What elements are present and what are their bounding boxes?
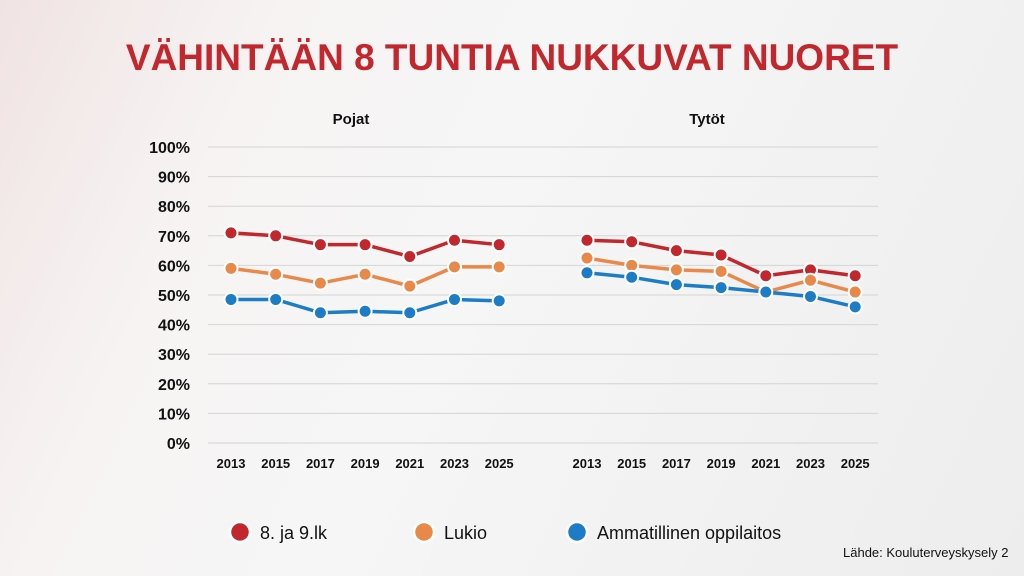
y-tick-label: 20% (158, 377, 190, 394)
data-point (268, 228, 284, 244)
x-tick-label: 2015 (617, 456, 646, 471)
source-note: Lähde: Kouluterveyskysely 2 (843, 545, 1008, 560)
data-point (491, 237, 507, 253)
data-point (357, 266, 373, 282)
y-tick-label: 10% (158, 406, 190, 423)
legend-marker (565, 520, 589, 544)
x-tick-label: 2017 (662, 456, 691, 471)
data-point (223, 291, 239, 307)
data-point (803, 288, 818, 304)
y-tick-label: 100% (149, 140, 190, 157)
data-point (402, 249, 418, 265)
y-tick-label: 90% (158, 170, 190, 187)
legend: 8. ja 9.lk Lukio Ammatillinen oppilaitos (228, 520, 781, 544)
data-point (847, 268, 863, 284)
data-point (758, 284, 774, 300)
series-lukio (223, 259, 507, 294)
panel-title: Pojat (333, 111, 370, 128)
data-point (447, 291, 462, 307)
data-point (447, 259, 462, 275)
legend-label: Ammatillinen oppilaitos (597, 523, 781, 543)
x-tick-label: 2025 (485, 456, 514, 471)
y-tick-label: 50% (158, 288, 190, 305)
data-point (847, 299, 863, 315)
data-point (668, 262, 684, 278)
x-tick-label: 2017 (306, 456, 335, 471)
data-point (668, 277, 684, 293)
data-point (491, 259, 507, 275)
chart-panels: Pojat 2013 2015 2017 2019 2021 2023 2025 Tytöt 20… (217, 111, 870, 471)
data-point (223, 225, 239, 241)
data-point (268, 266, 284, 282)
y-tick-label: 70% (158, 229, 190, 246)
series-ammatillinen-oppilaitos (223, 291, 507, 321)
y-tick-label: 60% (158, 258, 190, 275)
data-point (713, 280, 729, 296)
data-point (312, 305, 328, 321)
legend-label: 8. ja 9.lk (260, 523, 328, 543)
y-tick-label: 0% (167, 436, 190, 453)
legend-label: Lukio (444, 523, 487, 543)
y-tick-label: 40% (158, 318, 190, 335)
series-8-ja-9-lk (223, 225, 507, 265)
chart-title: VÄHINTÄÄN 8 TUNTIA NUKKUVAT NUORET (126, 37, 899, 78)
data-point (268, 291, 284, 307)
data-point (713, 247, 729, 263)
legend-item-lukio: Lukio (412, 520, 487, 544)
gridlines (208, 146, 878, 444)
data-point (758, 268, 774, 284)
x-tick-label: 2021 (751, 456, 780, 471)
data-point (668, 243, 684, 259)
x-tick-label: 2021 (395, 456, 424, 471)
panel-title: Tytöt (689, 111, 725, 128)
x-tick-label: 2019 (707, 456, 736, 471)
data-point (579, 232, 595, 248)
x-tick-label: 2015 (261, 456, 290, 471)
y-tick-label: 30% (158, 347, 190, 364)
data-point (402, 305, 418, 321)
data-point (357, 303, 373, 319)
legend-item-8-ja-9-lk: 8. ja 9.lk (228, 520, 328, 544)
data-point (579, 250, 595, 266)
x-tick-label: 2013 (217, 456, 246, 471)
legend-marker (412, 520, 436, 544)
panel-tyt-t: Tytöt 2013 2015 2017 2019 2021 2023 2025 (573, 111, 870, 471)
x-tick-label: 2019 (351, 456, 380, 471)
series-8-ja-9-lk (579, 232, 863, 284)
x-tick-label: 2023 (796, 456, 825, 471)
data-point (803, 272, 818, 288)
legend-marker (228, 520, 252, 544)
legend-item-ammatillinen-oppilaitos: Ammatillinen oppilaitos (565, 520, 781, 544)
data-point (579, 265, 595, 281)
data-point (847, 284, 863, 300)
data-point (624, 269, 640, 285)
data-point (447, 232, 462, 248)
y-tick-label: 80% (158, 199, 190, 216)
data-point (624, 234, 640, 250)
data-point (713, 263, 729, 279)
data-point (357, 237, 373, 253)
series-ammatillinen-oppilaitos (579, 265, 863, 315)
data-point (312, 237, 328, 253)
x-tick-label: 2013 (573, 456, 602, 471)
data-point (491, 293, 507, 309)
y-axis: 100% 90% 80% 70% 60% 50% 40% 30% 20% 10% 0% (149, 140, 190, 453)
data-point (312, 275, 328, 291)
panel-pojat: Pojat 2013 2015 2017 2019 2021 2023 2025 (217, 111, 514, 471)
x-tick-label: 2023 (440, 456, 469, 471)
x-tick-label: 2025 (841, 456, 870, 471)
data-point (402, 278, 418, 294)
data-point (223, 260, 239, 276)
